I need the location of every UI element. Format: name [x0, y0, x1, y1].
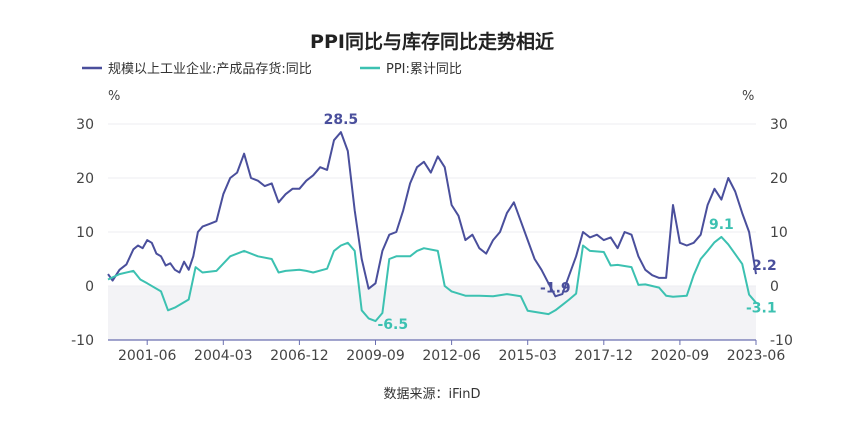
data-label: -1.9	[540, 280, 571, 296]
chart-title: PPI同比与库存同比走势相近	[310, 30, 554, 53]
y-tick-left: 30	[76, 117, 94, 133]
y-tick-left: 0	[85, 279, 94, 295]
data-label: -6.5	[378, 317, 409, 333]
y-tick-left: -10	[71, 333, 94, 349]
y-tick-right: 0	[770, 279, 779, 295]
y-tick-right: 30	[770, 117, 788, 133]
x-tick-label: 2015-03	[498, 348, 557, 364]
legend-label-inventory: 规模以上工业企业:产成品存货:同比	[108, 61, 312, 77]
y-tick-right: -10	[770, 333, 793, 349]
data-label: 9.1	[709, 217, 734, 233]
data-label: 2.2	[752, 258, 777, 274]
x-tick-label: 2001-06	[118, 348, 177, 364]
y-unit-left: %	[108, 89, 120, 104]
y-unit-right: %	[742, 89, 754, 104]
x-tick-label: 2006-12	[270, 348, 329, 364]
data-label: 28.5	[324, 112, 359, 128]
source-note: 数据来源：iFinD	[383, 387, 480, 402]
x-tick-label: 2004-03	[194, 348, 253, 364]
legend-label-ppi: PPI:累计同比	[386, 62, 462, 77]
x-tick-label: 2023-06	[727, 348, 786, 364]
y-tick-right: 10	[770, 225, 788, 241]
negative-region	[108, 286, 756, 340]
y-tick-left: 10	[76, 225, 94, 241]
x-tick-label: 2009-09	[346, 348, 405, 364]
series-line-ppi	[107, 235, 757, 323]
x-tick-label: 2020-09	[651, 348, 710, 364]
x-tick-label: 2017-12	[575, 348, 634, 364]
x-tick-label: 2012-06	[422, 348, 481, 364]
y-tick-right: 20	[770, 171, 788, 187]
y-tick-left: 20	[76, 171, 94, 187]
data-label: -3.1	[746, 301, 777, 317]
series-line-inventory	[107, 131, 757, 298]
